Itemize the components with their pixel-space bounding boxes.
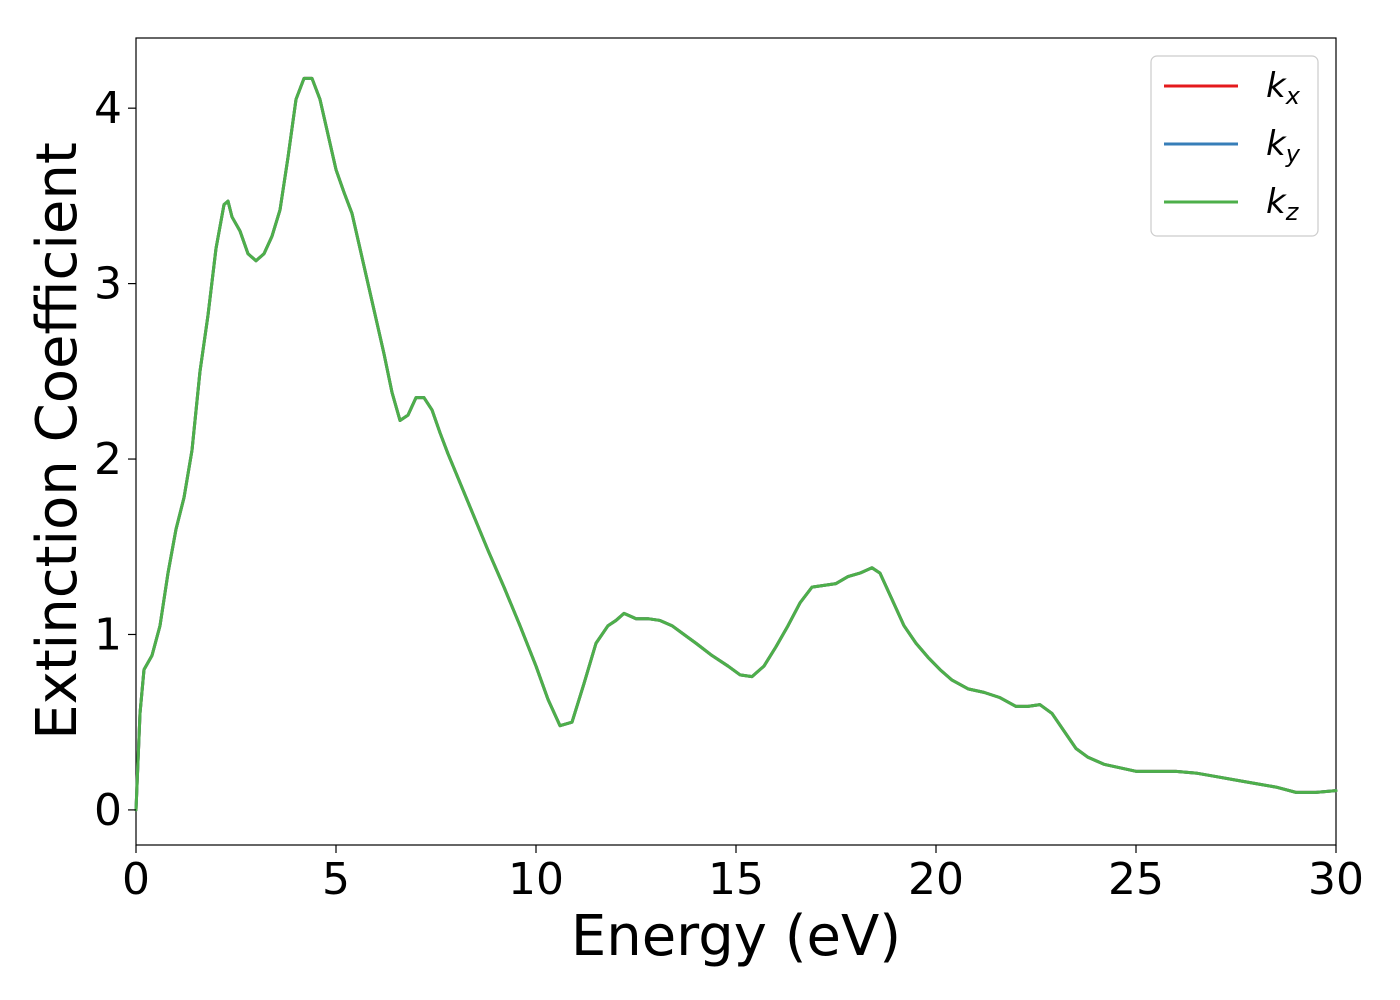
x-tick-label: 5	[322, 854, 350, 905]
series-layer	[134, 76, 1338, 812]
y-tick-label: 3	[94, 259, 122, 310]
legend-label-sub: y	[1285, 140, 1301, 168]
y-tick-label: 1	[94, 609, 122, 660]
y-tick-label: 2	[94, 434, 122, 485]
x-axis-label: Energy (eV)	[571, 904, 901, 969]
y-axis-label: Extinction Coefficient	[25, 142, 90, 740]
x-tick-label: 0	[122, 854, 150, 905]
x-tick-label: 20	[908, 854, 964, 905]
y-tick-label: 4	[94, 83, 122, 134]
x-axis-ticks: 0 5 10 15 20 25 30	[122, 845, 1364, 905]
y-axis-ticks: 0 1 2 3 4	[94, 83, 136, 836]
legend-label-kx: kx	[1266, 66, 1301, 110]
legend-label-sub: x	[1285, 82, 1301, 110]
x-tick-label: 10	[508, 854, 564, 905]
y-tick-label: 0	[94, 785, 122, 836]
legend-label-ky: ky	[1266, 124, 1301, 168]
legend-label-base: k	[1266, 66, 1287, 106]
legend-label-sub: z	[1285, 198, 1300, 226]
legend-label-base: k	[1266, 124, 1287, 164]
series-line-kz	[134, 76, 1338, 812]
legend-label-kz: kz	[1266, 182, 1300, 226]
legend-label-base: k	[1266, 182, 1287, 222]
legend-frame	[1150, 55, 1319, 237]
x-tick-label: 15	[708, 854, 764, 905]
x-tick-label: 30	[1308, 854, 1364, 905]
x-tick-label: 25	[1108, 854, 1164, 905]
